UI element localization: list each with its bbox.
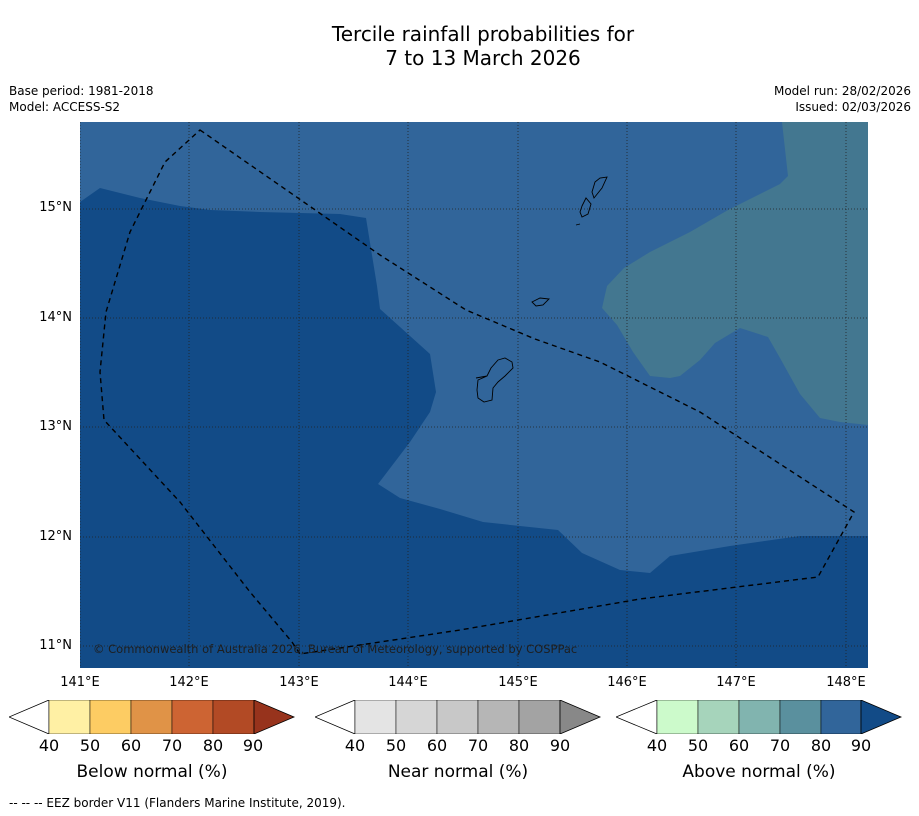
cb-above-tick: 90: [850, 736, 872, 755]
island-saipan: [591, 176, 608, 199]
cb-near-tick: 60: [426, 736, 448, 755]
island-aguijan: [575, 223, 581, 226]
cb-near-60: [436, 700, 479, 734]
meta-right: Model run: 28/02/2026 Issued: 02/03/2026: [774, 83, 911, 115]
cb-below-50: [89, 700, 132, 734]
cb-above-tick: 60: [728, 736, 750, 755]
contour-above-70: [602, 122, 868, 425]
cb-near-80: [518, 700, 561, 734]
island-guam: [475, 357, 514, 403]
cb-near-70: [477, 700, 520, 734]
lat-label-13: 13°N: [39, 419, 72, 434]
cb-above-40: [656, 700, 699, 734]
cb-above-70: [779, 700, 822, 734]
cb-near-left-tip: [315, 700, 356, 734]
cb-near-tick: 50: [385, 736, 407, 755]
colorbar-title-above: Above normal (%): [682, 762, 836, 782]
cb-above-left-tip: [616, 700, 658, 734]
lat-label-11: 11°N: [39, 638, 72, 653]
map-title: Tercile rainfall probabilities for 7 to …: [0, 22, 919, 70]
cb-below-70: [171, 700, 214, 734]
eez-border: [99, 129, 855, 655]
cb-near-50: [395, 700, 438, 734]
island-tinian: [579, 197, 592, 218]
colorbar-below-normal: [9, 700, 296, 734]
cb-above-60: [738, 700, 781, 734]
lon-label-145: 145°E: [498, 675, 538, 690]
rainfall-map: © Commonwealth of Australia 2026, Bureau…: [80, 122, 868, 668]
lon-label-142: 142°E: [169, 675, 209, 690]
cb-above-80: [820, 700, 862, 734]
map-copyright: © Commonwealth of Australia 2026, Bureau…: [93, 642, 577, 656]
meta-left: Base period: 1981-2018 Model: ACCESS-S2: [9, 83, 154, 115]
colorbar-near-normal: [315, 700, 602, 734]
lon-label-147: 147°E: [716, 675, 756, 690]
island-rota: [531, 297, 550, 307]
cb-near-tick: 70: [467, 736, 489, 755]
cb-above-right-tip: [860, 700, 903, 734]
lat-label-12: 12°N: [39, 529, 72, 544]
model-run: Model run: 28/02/2026: [773, 84, 911, 98]
contour-above-80: [80, 122, 868, 573]
cb-below-tick: 80: [202, 736, 224, 755]
cb-above-50: [697, 700, 740, 734]
gridlines: [80, 122, 868, 668]
cb-below-tick: 50: [79, 736, 101, 755]
cb-near-40: [354, 700, 397, 734]
cb-near-right-tip: [559, 700, 602, 734]
lon-label-141: 141°E: [60, 675, 100, 690]
cb-below-80: [212, 700, 255, 734]
colorbar-title-near: Near normal (%): [387, 762, 529, 782]
cb-near-tick: 40: [344, 736, 366, 755]
title-line-2: 7 to 13 March 2026: [385, 46, 581, 70]
cb-near-tick: 90: [549, 736, 571, 755]
lon-label-144: 144°E: [388, 675, 428, 690]
cb-above-tick: 40: [646, 736, 668, 755]
cb-below-tick: 70: [161, 736, 183, 755]
base-period: Base period: 1981-2018: [9, 84, 154, 98]
issued-date: Issued: 02/03/2026: [795, 100, 911, 114]
cb-below-60: [130, 700, 173, 734]
cb-below-tick: 90: [242, 736, 264, 755]
model-name: Model: ACCESS-S2: [9, 100, 121, 114]
cb-below-40: [48, 700, 91, 734]
cb-below-right-tip: [253, 700, 296, 734]
cb-near-tick: 80: [508, 736, 530, 755]
cb-below-left-tip: [9, 700, 50, 734]
islands: [475, 176, 608, 403]
cb-above-tick: 70: [769, 736, 791, 755]
lon-label-148: 148°E: [826, 675, 866, 690]
cb-above-tick: 80: [810, 736, 832, 755]
lat-label-14: 14°N: [39, 310, 72, 325]
lat-label-15: 15°N: [39, 200, 72, 215]
cb-below-tick: 40: [38, 736, 60, 755]
cb-below-tick: 60: [120, 736, 142, 755]
colorbar-title-below: Below normal (%): [76, 762, 228, 782]
title-line-1: Tercile rainfall probabilities for: [331, 22, 635, 46]
eez-footnote: -- -- -- EEZ border V11 (Flanders Marine…: [9, 796, 346, 810]
colorbar-above-normal: [616, 700, 903, 734]
lon-label-143: 143°E: [279, 675, 319, 690]
lon-label-146: 146°E: [607, 675, 647, 690]
cb-above-tick: 50: [687, 736, 709, 755]
